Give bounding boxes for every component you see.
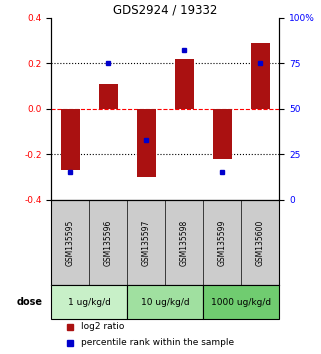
Bar [99,84,118,109]
Bar [213,109,232,159]
Title: GDS2924 / 19332: GDS2924 / 19332 [113,4,218,17]
Bar [251,43,270,109]
Bar [175,59,194,109]
Text: GSM135599: GSM135599 [218,219,227,266]
Text: 10 ug/kg/d: 10 ug/kg/d [141,298,190,307]
Text: GSM135597: GSM135597 [142,219,151,266]
Bar [61,109,80,170]
Text: log2 ratio: log2 ratio [81,322,124,331]
Bar [51,285,127,319]
Text: GSM135595: GSM135595 [66,219,75,266]
Text: 1 ug/kg/d: 1 ug/kg/d [68,298,111,307]
Bar [137,109,156,177]
Text: dose: dose [17,297,43,307]
Text: GSM135598: GSM135598 [180,219,189,266]
Bar [203,285,279,319]
Bar [127,285,203,319]
Text: GSM135596: GSM135596 [104,219,113,266]
Text: percentile rank within the sample: percentile rank within the sample [81,338,234,347]
Text: 1000 ug/kg/d: 1000 ug/kg/d [211,298,271,307]
Text: GSM135600: GSM135600 [256,219,265,266]
